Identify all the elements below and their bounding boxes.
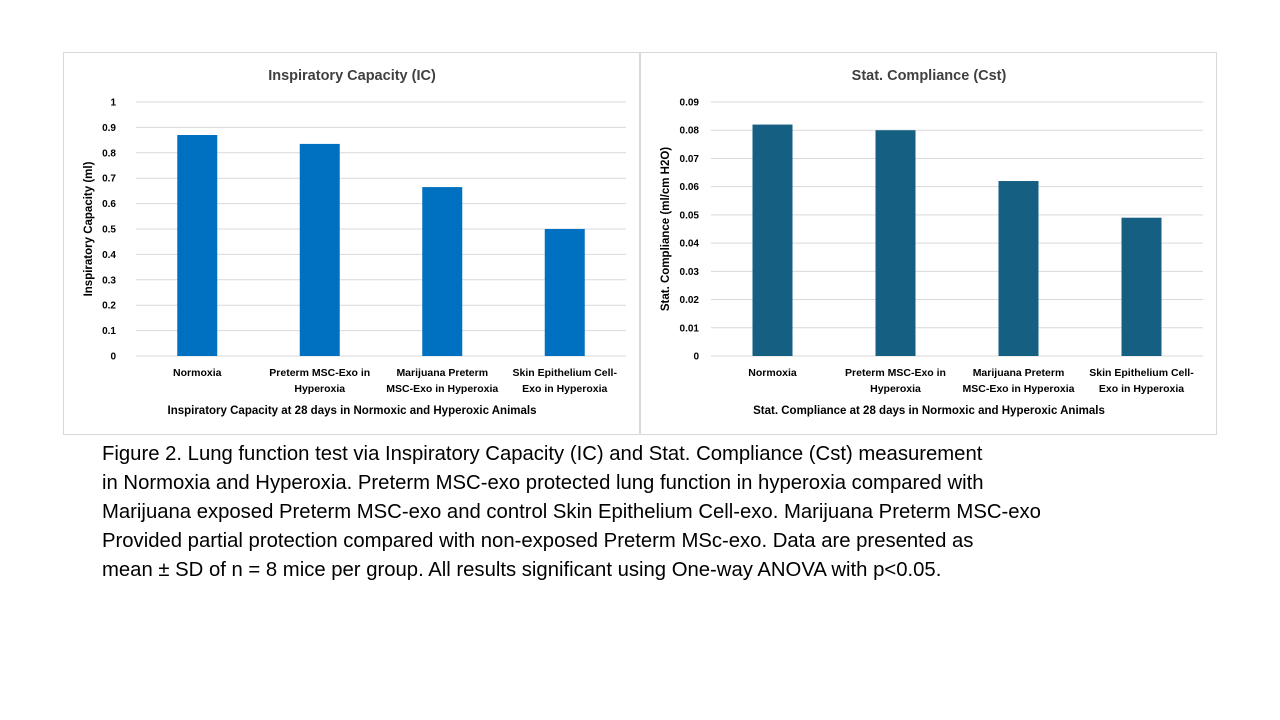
- bar: [875, 130, 916, 356]
- x-category-label: Hyperoxia: [870, 383, 921, 395]
- y-axis-title: Inspiratory Capacity (ml): [83, 161, 95, 296]
- x-category-label: Exo in Hyperoxia: [522, 383, 607, 395]
- y-axis-title: Stat. Compliance (ml/cm H2O): [660, 147, 672, 311]
- x-category-label: Preterm MSC-Exo in: [845, 367, 946, 379]
- y-tick-label: 0.4: [102, 250, 116, 261]
- x-axis-title: Stat. Compliance at 28 days in Normoxic …: [753, 405, 1105, 417]
- bar: [752, 124, 793, 356]
- y-tick-label: 0.8: [102, 148, 116, 159]
- y-tick-label: 0.01: [680, 323, 700, 334]
- y-tick-label: 0.1: [102, 326, 116, 337]
- y-tick-label: 0.03: [680, 267, 700, 278]
- y-tick-label: 0.07: [680, 154, 700, 165]
- bar: [998, 181, 1039, 356]
- y-tick-label: 0: [693, 352, 699, 363]
- y-tick-label: 0.9: [102, 123, 116, 134]
- y-tick-label: 0.6: [102, 199, 116, 210]
- chart-title: Stat. Compliance (Cst): [852, 68, 1007, 84]
- y-tick-label: 0.08: [680, 126, 700, 137]
- chart-inspiratory-capacity: Inspiratory Capacity (IC) 0 0.1 0.2 0.3 0.4 0.…: [63, 52, 640, 435]
- caption-line: Marijuana exposed Preterm MSC-exo and co…: [102, 501, 1041, 523]
- y-tick-label: 0.04: [680, 239, 700, 250]
- bar: [544, 229, 585, 356]
- x-category-label: Marijuana Preterm: [973, 367, 1065, 379]
- y-tick-label: 0.5: [102, 225, 116, 236]
- y-tick-label: 0.7: [102, 174, 116, 185]
- y-tick-label: 0.02: [680, 295, 700, 306]
- x-axis-title: Inspiratory Capacity at 28 days in Normo…: [168, 405, 537, 417]
- caption-line: in Normoxia and Hyperoxia. Preterm MSC-e…: [102, 472, 984, 494]
- bar: [1121, 217, 1162, 356]
- y-tick-label: 0.05: [680, 210, 700, 221]
- x-category-label: Normoxia: [748, 367, 797, 379]
- bar: [299, 143, 340, 356]
- bar: [177, 135, 218, 356]
- x-category-label: MSC-Exo in Hyperoxia: [962, 383, 1074, 395]
- x-category-label: Skin Epithelium Cell-: [513, 367, 618, 379]
- y-tick-label: 0.3: [102, 275, 116, 286]
- x-category-label: Marijuana Preterm: [396, 367, 488, 379]
- bar: [422, 187, 463, 356]
- x-category-label: Exo in Hyperoxia: [1099, 383, 1184, 395]
- caption-line: mean ± SD of n = 8 mice per group. All r…: [102, 559, 942, 581]
- x-category-label: Hyperoxia: [294, 383, 345, 395]
- x-category-label: Skin Epithelium Cell-: [1089, 367, 1194, 379]
- x-category-label: Normoxia: [173, 367, 222, 379]
- y-tick-label: 0.09: [680, 98, 700, 109]
- x-category-label: MSC-Exo in Hyperoxia: [386, 383, 498, 395]
- figure-caption: Figure 2. Lung function test via Inspira…: [102, 440, 1202, 585]
- chart-stat-compliance: Stat. Compliance (Cst) 0 0.01 0.02 0.03 0.04 0…: [640, 52, 1217, 435]
- y-tick-label: 1: [110, 98, 116, 109]
- chart-ic-svg: Inspiratory Capacity (IC) 0 0.1 0.2 0.3 0.4 0.…: [83, 68, 626, 417]
- y-tick-label: 0.2: [102, 301, 116, 312]
- caption-line: Provided partial protection compared wit…: [102, 530, 974, 552]
- caption-line: Figure 2. Lung function test via Inspira…: [102, 443, 983, 465]
- chart-title: Inspiratory Capacity (IC): [268, 68, 436, 84]
- y-tick-label: 0: [110, 352, 116, 363]
- y-tick-label: 0.06: [680, 182, 700, 193]
- chart-cst-svg: Stat. Compliance (Cst) 0 0.01 0.02 0.03 0.04 0…: [660, 68, 1203, 417]
- x-category-label: Preterm MSC-Exo in: [269, 367, 370, 379]
